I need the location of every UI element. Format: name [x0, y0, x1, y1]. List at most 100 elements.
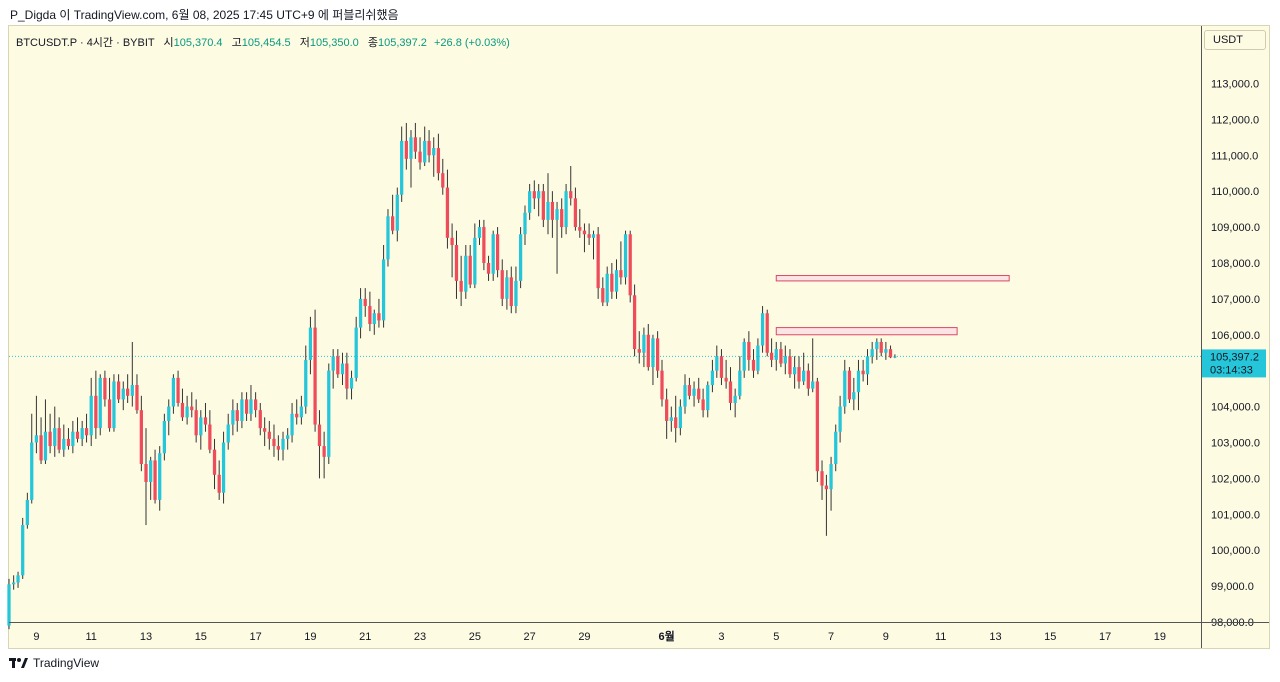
candle-body[interactable]: [336, 356, 340, 375]
candle-body[interactable]: [623, 234, 628, 278]
candle-body[interactable]: [642, 334, 646, 353]
candle-body[interactable]: [829, 464, 833, 490]
candle-body[interactable]: [797, 367, 801, 382]
candle-body[interactable]: [651, 338, 655, 368]
candle-body[interactable]: [514, 280, 518, 307]
candle-body[interactable]: [459, 280, 463, 292]
candle-body[interactable]: [628, 234, 632, 296]
candle-body[interactable]: [751, 359, 756, 371]
candle-body[interactable]: [57, 428, 61, 450]
candle-body[interactable]: [413, 137, 418, 152]
candle-body[interactable]: [372, 313, 376, 324]
candle-body[interactable]: [121, 388, 125, 400]
candle-body[interactable]: [847, 370, 852, 400]
candle-body[interactable]: [728, 381, 733, 403]
candle-body[interactable]: [43, 431, 48, 461]
candle-body[interactable]: [363, 298, 367, 307]
candle-body[interactable]: [760, 313, 765, 346]
candle-body[interactable]: [139, 410, 143, 465]
candle-body[interactable]: [377, 313, 381, 321]
currency-button[interactable]: USDT: [1204, 30, 1266, 50]
candle-body[interactable]: [701, 399, 705, 411]
candle-body[interactable]: [555, 209, 559, 220]
candle-body[interactable]: [738, 370, 742, 396]
candle-body[interactable]: [537, 191, 541, 199]
candle-body[interactable]: [226, 424, 230, 443]
candle-body[interactable]: [619, 270, 623, 278]
candle-body[interactable]: [893, 356, 897, 358]
candle-body[interactable]: [546, 201, 550, 220]
candle-body[interactable]: [126, 388, 130, 396]
candle-body[interactable]: [386, 216, 390, 260]
candle-body[interactable]: [528, 191, 532, 213]
candle-body[interactable]: [304, 359, 308, 407]
candle-body[interactable]: [477, 227, 482, 238]
candle-body[interactable]: [135, 385, 139, 411]
candle-body[interactable]: [669, 417, 673, 421]
candle-body[interactable]: [313, 327, 317, 425]
candle-body[interactable]: [491, 234, 495, 274]
candle-body[interactable]: [404, 140, 408, 159]
candle-body[interactable]: [870, 349, 874, 357]
candle-body[interactable]: [464, 255, 468, 292]
candle-body[interactable]: [221, 442, 226, 493]
candle-body[interactable]: [158, 453, 162, 500]
candle-body[interactable]: [632, 295, 637, 350]
resistance-zone[interactable]: [775, 327, 958, 336]
candle-body[interactable]: [391, 216, 395, 231]
candle-body[interactable]: [66, 438, 71, 447]
candle-body[interactable]: [856, 370, 861, 393]
candle-body[interactable]: [358, 298, 363, 328]
candle-body[interactable]: [272, 438, 276, 447]
candle-body[interactable]: [888, 349, 893, 358]
candle-body[interactable]: [733, 395, 737, 403]
candle-body[interactable]: [317, 424, 322, 447]
candle-body[interactable]: [295, 413, 299, 418]
candle-body[interactable]: [116, 381, 121, 400]
candle-body[interactable]: [747, 341, 751, 360]
candle-body[interactable]: [258, 410, 262, 429]
candle-body[interactable]: [710, 370, 715, 386]
candle-body[interactable]: [596, 234, 600, 289]
time-axis[interactable]: [9, 623, 1201, 648]
candle-body[interactable]: [665, 399, 669, 421]
candle-body[interactable]: [71, 431, 75, 447]
candle-body[interactable]: [788, 356, 792, 375]
candle-body[interactable]: [112, 381, 116, 429]
candle-body[interactable]: [610, 273, 614, 292]
candle-body[interactable]: [811, 381, 815, 389]
candle-body[interactable]: [276, 446, 280, 450]
candle-body[interactable]: [290, 413, 294, 436]
candle-body[interactable]: [30, 442, 34, 500]
candle-body[interactable]: [423, 140, 427, 163]
candle-body[interactable]: [80, 428, 84, 439]
candle-body[interactable]: [231, 410, 235, 425]
candle-body[interactable]: [253, 399, 258, 411]
candle-body[interactable]: [591, 234, 596, 238]
candle-body[interactable]: [249, 399, 253, 414]
candle-body[interactable]: [199, 417, 203, 436]
candle-body[interactable]: [550, 201, 555, 220]
candle-body[interactable]: [587, 234, 591, 238]
candle-body[interactable]: [450, 237, 454, 246]
candle-body[interactable]: [445, 187, 450, 238]
candle-body[interactable]: [573, 198, 578, 228]
candle-body[interactable]: [144, 464, 148, 482]
candle-body[interactable]: [21, 525, 25, 576]
candle-body[interactable]: [564, 191, 568, 228]
candle-body[interactable]: [235, 410, 239, 421]
candle-body[interactable]: [834, 431, 838, 465]
candle-body[interactable]: [149, 460, 153, 482]
candle-body[interactable]: [756, 345, 760, 371]
candle-body[interactable]: [322, 446, 326, 457]
candle-body[interactable]: [683, 385, 687, 407]
candle-body[interactable]: [792, 367, 797, 375]
candle-body[interactable]: [400, 140, 404, 195]
candle-body[interactable]: [263, 428, 267, 432]
candle-body[interactable]: [865, 356, 870, 375]
candle-body[interactable]: [505, 277, 509, 299]
candle-body[interactable]: [62, 438, 66, 450]
candle-body[interactable]: [240, 399, 244, 421]
candle-body[interactable]: [473, 237, 477, 285]
